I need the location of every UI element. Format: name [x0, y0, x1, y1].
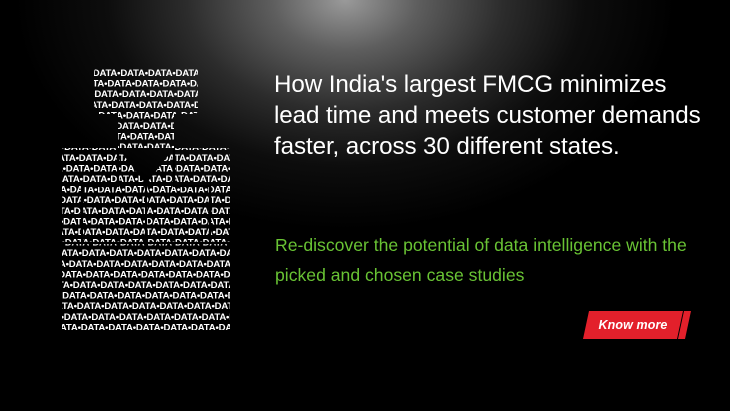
icon-pattern-row: •DATA•DATA•DATA•DATA•DATA•DATA•DATA•DATA — [62, 291, 230, 302]
icon-pattern-row: •DATA•DATA•DATA•DATA•DATA•DATA•DATA•DATA — [62, 269, 230, 280]
know-more-shape — [583, 311, 691, 339]
icon-pattern-row: •DATA•DATA•DATA•DATA•DATA•DATA•DATA•DATA — [62, 259, 230, 270]
icon-pattern-row: •DATA•DATA•DATA•DATA•DATA•DATA•DATA•DATA — [62, 142, 230, 153]
know-more-button[interactable]: Know more — [583, 311, 691, 339]
headline: How India's largest FMCG minimizes lead … — [274, 71, 701, 160]
icon-pattern-row: •DATA•DATA•DATA•DATA•DATA•DATA•DATA•DATA — [62, 174, 230, 185]
icon-pattern-row: •DATA•DATA•DATA•DATA•DATA•DATA•DATA•DATA — [62, 100, 230, 111]
icon-pattern-row: •DATA•DATA•DATA•DATA•DATA•DATA•DATA•DATA — [62, 163, 230, 174]
icon-pattern-row: •DATA•DATA•DATA•DATA•DATA•DATA•DATA•DATA — [62, 301, 230, 312]
icon-pattern-row: •DATA•DATA•DATA•DATA•DATA•DATA•DATA•DATA — [62, 110, 230, 121]
icon-pattern-row: •DATA•DATA•DATA•DATA•DATA•DATA•DATA•DATA — [62, 280, 230, 291]
data-text-person-icon: •DATA•DATA•DATA•DATA•DATA•DATA•DATA•DATA… — [62, 68, 230, 330]
icon-pattern-row: •DATA•DATA•DATA•DATA•DATA•DATA•DATA•DATA — [62, 79, 230, 90]
icon-pattern-row: •DATA•DATA•DATA•DATA•DATA•DATA•DATA•DATA — [62, 248, 230, 259]
icon-pattern-row: •DATA•DATA•DATA•DATA•DATA•DATA•DATA•DATA — [62, 68, 230, 79]
know-more-label: Know more — [598, 318, 668, 332]
icon-pattern-row: •DATA•DATA•DATA•DATA•DATA•DATA•DATA•DATA — [62, 121, 230, 132]
icon-pattern-row: •DATA•DATA•DATA•DATA•DATA•DATA•DATA•DATA — [62, 153, 230, 164]
subheadline: Re-discover the potential of data intell… — [275, 235, 687, 285]
icon-pattern-row: •DATA•DATA•DATA•DATA•DATA•DATA•DATA•DATA — [62, 132, 230, 143]
icon-pattern-row: •DATA•DATA•DATA•DATA•DATA•DATA•DATA•DATA — [62, 312, 230, 323]
icon-pattern-row: •DATA•DATA•DATA•DATA•DATA•DATA•DATA•DATA — [62, 89, 230, 100]
icon-pattern-row: •DATA•DATA•DATA•DATA•DATA•DATA•DATA•DATA — [62, 322, 230, 330]
